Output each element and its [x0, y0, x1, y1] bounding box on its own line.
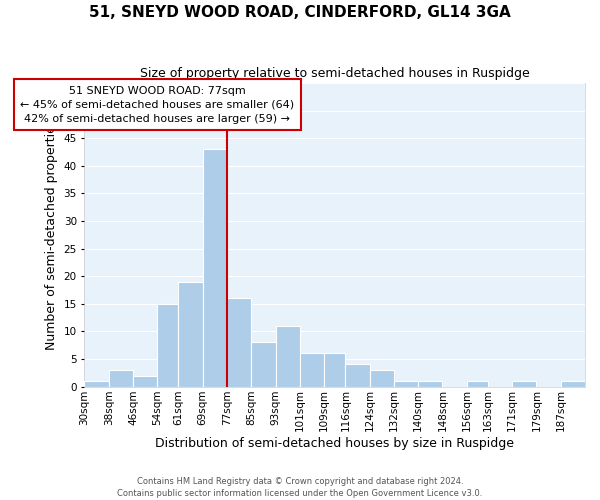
- Bar: [324, 354, 346, 386]
- Title: Size of property relative to semi-detached houses in Ruspidge: Size of property relative to semi-detach…: [140, 68, 530, 80]
- X-axis label: Distribution of semi-detached houses by size in Ruspidge: Distribution of semi-detached houses by …: [155, 437, 514, 450]
- Bar: [370, 370, 394, 386]
- Bar: [85, 381, 109, 386]
- Text: 51, SNEYD WOOD ROAD, CINDERFORD, GL14 3GA: 51, SNEYD WOOD ROAD, CINDERFORD, GL14 3G…: [89, 5, 511, 20]
- Bar: [467, 381, 488, 386]
- Bar: [561, 381, 585, 386]
- Text: Contains HM Land Registry data © Crown copyright and database right 2024.
Contai: Contains HM Land Registry data © Crown c…: [118, 476, 482, 498]
- Bar: [109, 370, 133, 386]
- Bar: [346, 364, 370, 386]
- Bar: [418, 381, 442, 386]
- Bar: [178, 282, 203, 387]
- Bar: [157, 304, 178, 386]
- Bar: [251, 342, 275, 386]
- Bar: [275, 326, 300, 386]
- Y-axis label: Number of semi-detached properties: Number of semi-detached properties: [45, 119, 58, 350]
- Bar: [133, 376, 157, 386]
- Bar: [227, 298, 251, 386]
- Bar: [300, 354, 324, 386]
- Bar: [203, 150, 227, 386]
- Text: 51 SNEYD WOOD ROAD: 77sqm
← 45% of semi-detached houses are smaller (64)
42% of : 51 SNEYD WOOD ROAD: 77sqm ← 45% of semi-…: [20, 86, 294, 124]
- Bar: [512, 381, 536, 386]
- Bar: [394, 381, 418, 386]
